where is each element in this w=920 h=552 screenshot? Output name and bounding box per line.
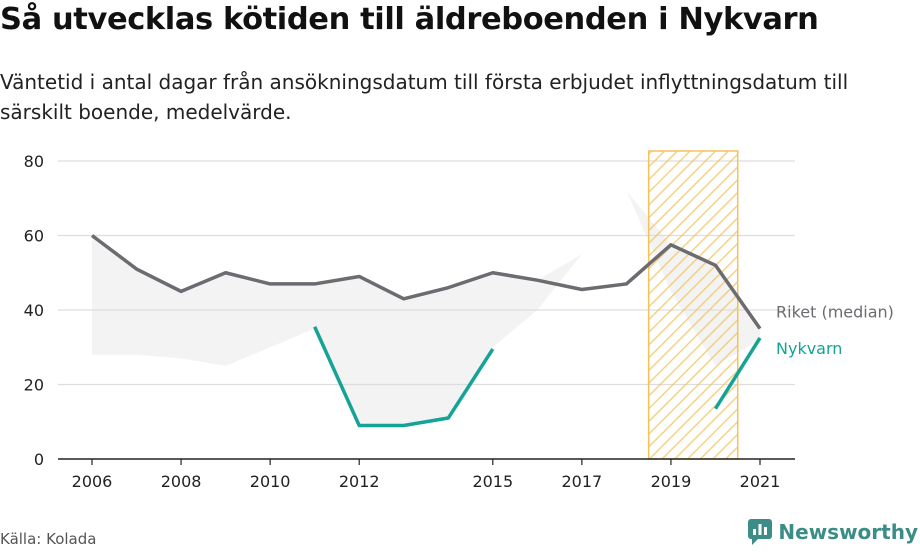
x-tick-label: 2008 [161,472,202,491]
y-tick-label: 0 [34,450,44,469]
chart-subtitle: Väntetid i antal dagar från ansökningsda… [0,70,849,124]
series-line-nykvarn [313,326,495,428]
highlight-period-hatch [647,150,739,460]
x-tick-label: 2019 [651,472,692,491]
brand-name: Newsworthy [778,520,918,544]
x-tick-label: 2015 [472,472,513,491]
series-line-nykvarn [713,337,762,410]
y-tick-label: 80 [24,152,44,171]
x-tick-label: 2012 [339,472,380,491]
x-tick-label: 2006 [72,472,113,491]
y-tick-label: 20 [24,376,44,395]
brand-logo: Newsworthy [748,519,918,545]
x-tick-label: 2021 [740,472,781,491]
y-tick-label: 60 [24,227,44,246]
series-label-nykvarn: Nykvarn [776,339,842,358]
line-chart: 0 20 40 60 80 2006 2008 2010 2012 2015 2017 2019 202… [24,150,894,491]
chart-title: Så utvecklas kötiden till äldreboenden i… [0,2,819,37]
series-label-riket: Riket (median) [776,303,894,322]
newsworthy-icon [748,519,773,545]
series-line-riket [90,234,762,330]
x-tick-label: 2010 [250,472,291,491]
range-band-area [92,190,760,426]
x-tick-label: 2017 [562,472,603,491]
y-tick-label: 40 [24,301,44,320]
source-note: Källa: Kolada [0,530,97,548]
